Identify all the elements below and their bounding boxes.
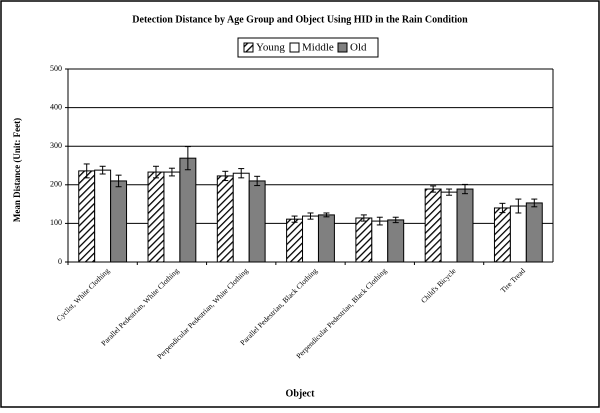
error-bar — [531, 198, 538, 208]
error-bar — [307, 212, 314, 220]
error-bar — [83, 163, 90, 179]
error-bar — [254, 175, 261, 187]
bar — [424, 188, 442, 263]
legend-label: Young — [256, 42, 285, 54]
error-bar — [360, 214, 367, 222]
legend-swatch — [289, 42, 300, 53]
legend-swatch — [337, 42, 348, 53]
y-tick-label: 400 — [50, 102, 62, 111]
bar — [440, 191, 458, 263]
bar — [525, 202, 543, 263]
y-tick-label: 0 — [58, 257, 62, 266]
legend-swatch — [243, 42, 254, 53]
bar — [355, 217, 373, 263]
error-bar — [446, 188, 453, 196]
error-bar — [184, 146, 191, 171]
bar — [78, 170, 96, 263]
bar — [302, 215, 319, 263]
y-axis-label: Mean Distance (Unit: Feet) — [12, 118, 22, 222]
bar — [147, 171, 165, 263]
error-bar — [376, 216, 383, 226]
bar — [179, 157, 197, 263]
legend-label: Middle — [302, 42, 334, 54]
error-bar — [392, 216, 399, 224]
y-tick-label: 200 — [50, 180, 62, 189]
y-tick-label: 500 — [50, 64, 62, 73]
bar — [232, 172, 250, 263]
error-bar — [291, 215, 298, 223]
error-bar — [515, 198, 522, 214]
bar — [94, 169, 112, 263]
bar — [371, 220, 389, 263]
bar — [387, 219, 405, 263]
error-bar — [168, 167, 175, 177]
error-bar — [99, 165, 106, 175]
legend-label: Old — [350, 42, 367, 54]
bar — [456, 188, 474, 263]
bar — [493, 207, 511, 263]
bar — [509, 205, 527, 263]
bar — [163, 171, 181, 263]
error-bar — [115, 174, 122, 188]
error-bar — [152, 165, 159, 179]
bar — [248, 180, 266, 263]
chart-title: Detection Distance by Age Group and Obje… — [132, 14, 468, 25]
bar — [286, 218, 304, 263]
y-tick-label: 100 — [50, 218, 62, 227]
y-tick-label: 300 — [50, 141, 62, 150]
bar — [110, 180, 128, 263]
error-bar — [462, 183, 469, 195]
error-bar — [430, 185, 437, 193]
error-bar — [499, 202, 506, 214]
error-bar — [323, 212, 330, 218]
error-bar — [238, 168, 245, 179]
error-bar — [222, 170, 229, 182]
bar — [317, 214, 335, 263]
x-axis-label: Object — [286, 388, 316, 399]
bar — [216, 175, 234, 263]
